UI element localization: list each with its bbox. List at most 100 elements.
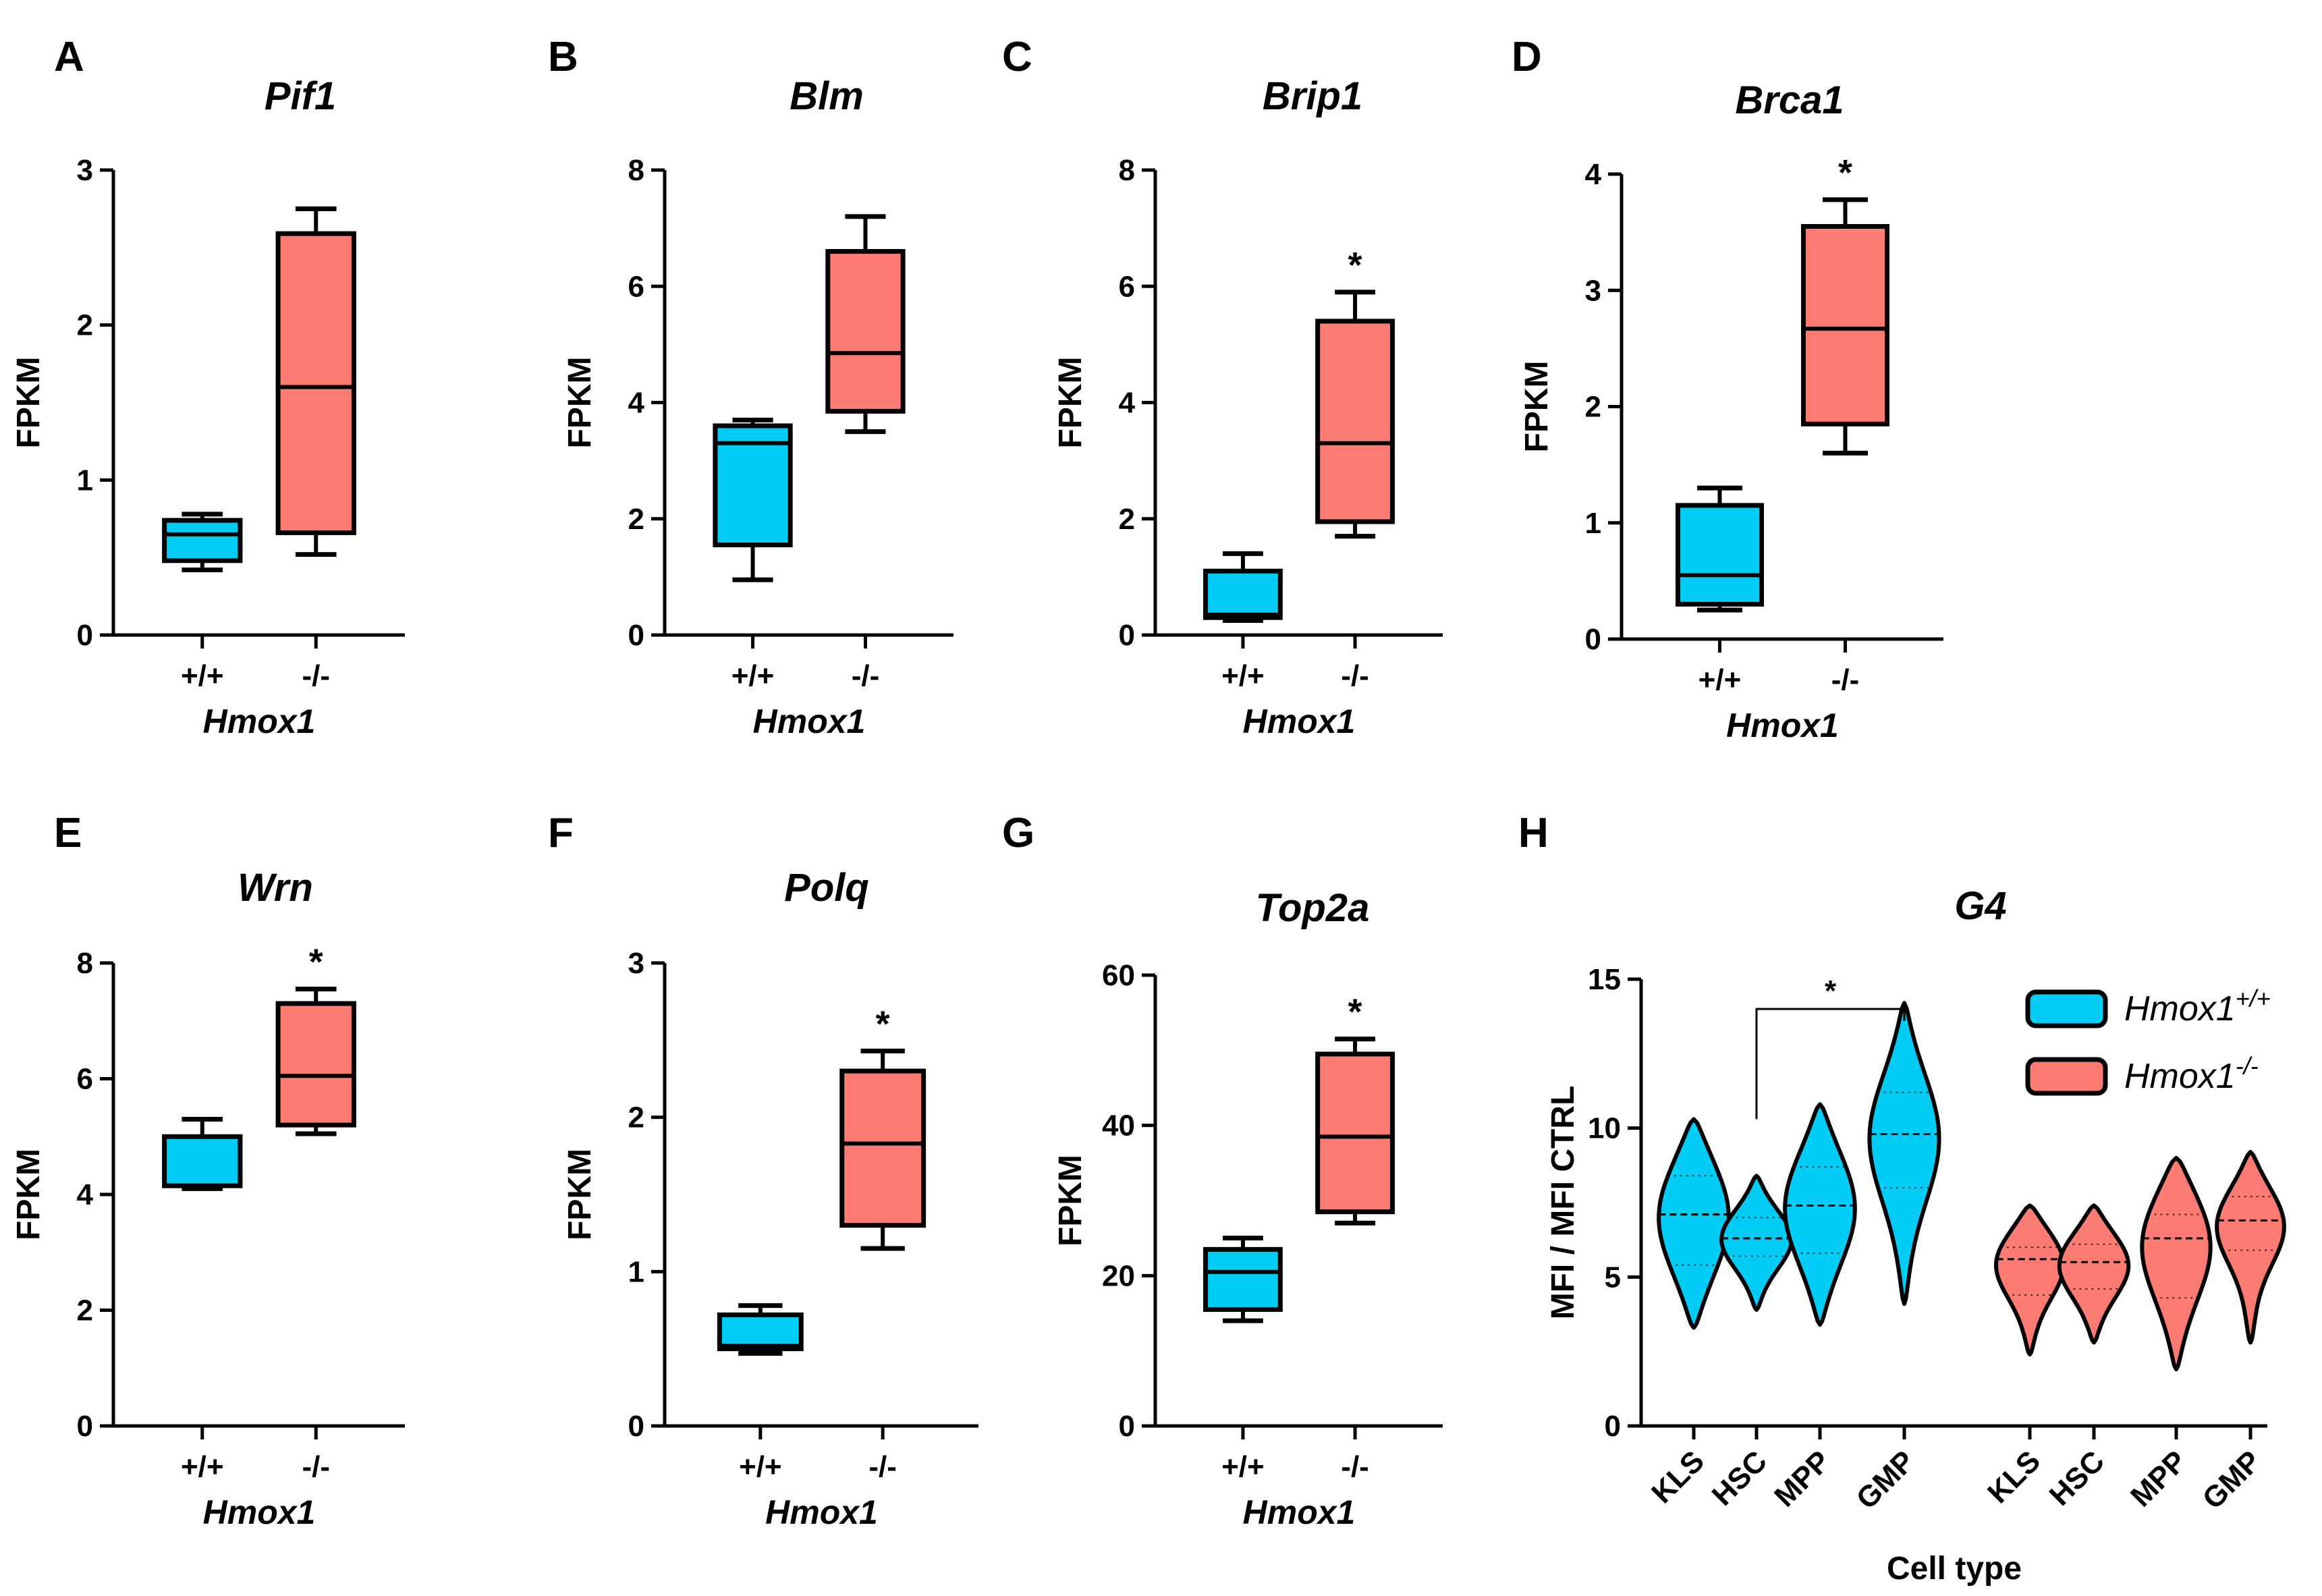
panel-letter: E bbox=[54, 810, 82, 856]
box-iqr bbox=[1315, 1051, 1395, 1215]
y-tick-label: 2 bbox=[1119, 503, 1135, 536]
violin-ko-hsc bbox=[2057, 1203, 2131, 1345]
y-tick-label: 20 bbox=[1102, 1259, 1135, 1292]
panel-c: C Brip1 0 2 4 6 8 FPKM +/+ -/- * Hmox1 bbox=[1002, 34, 1443, 740]
box-iqr bbox=[162, 1134, 243, 1188]
y-axis-label: FPKM bbox=[11, 1149, 47, 1240]
x-tick-label: MPP bbox=[1768, 1444, 1837, 1513]
y-tick-label: 2 bbox=[1585, 391, 1601, 424]
violin-body bbox=[1867, 1001, 1941, 1306]
x-axis-label: Hmox1 bbox=[753, 703, 866, 740]
x-axis-label: Hmox1 bbox=[1243, 703, 1356, 740]
significance-star: * bbox=[876, 1003, 890, 1044]
violin-ko-mpp bbox=[2140, 1155, 2213, 1372]
box-iqr bbox=[275, 231, 356, 535]
legend-swatch bbox=[2025, 989, 2108, 1028]
box-iqr bbox=[1675, 503, 1764, 607]
y-tick-label: 6 bbox=[77, 1063, 93, 1096]
box-wt bbox=[713, 417, 793, 582]
panel-g: G Top2a 0 20 40 60 FPKM +/+ -/- * Hmox1 bbox=[1002, 810, 1443, 1531]
x-tick-label: -/- bbox=[852, 659, 880, 692]
panel-d: D Brca1 0 1 2 3 4 FPKM +/+ -/- * Hmox1 bbox=[1512, 34, 1943, 744]
panel-f: F Polq 0 1 2 3 FPKM +/+ -/- * Hmox1 bbox=[548, 810, 978, 1531]
y-axis-label: FPKM bbox=[1519, 361, 1555, 453]
x-tick-label: +/+ bbox=[731, 659, 775, 692]
box-ko bbox=[1315, 1037, 1395, 1226]
chart-title: Blm bbox=[790, 74, 864, 118]
violin-body bbox=[1719, 1174, 1794, 1312]
y-tick-label: 1 bbox=[628, 1255, 644, 1288]
x-tick-label: -/- bbox=[302, 1450, 330, 1483]
x-tick-label: GMP bbox=[1850, 1444, 1922, 1516]
box-wt bbox=[162, 512, 243, 573]
violin-wt-hsc bbox=[1719, 1174, 1794, 1312]
panel-a: A Pif1 0 1 2 3 FPKM +/+ -/- Hmox1 bbox=[11, 34, 405, 740]
violin-body bbox=[2215, 1150, 2286, 1345]
y-tick-label: 0 bbox=[77, 619, 93, 652]
violin-body bbox=[2057, 1203, 2131, 1345]
legend-swatch bbox=[2025, 1057, 2108, 1096]
x-axis-label: Hmox1 bbox=[1243, 1493, 1356, 1531]
x-tick-label: KLS bbox=[1645, 1444, 1711, 1510]
y-tick-label: 2 bbox=[628, 1101, 644, 1134]
y-tick-label: 8 bbox=[1119, 154, 1135, 187]
y-tick-label: 4 bbox=[1119, 387, 1136, 420]
y-tick-label: 15 bbox=[1588, 963, 1621, 996]
violin-wt-kls bbox=[1657, 1117, 1731, 1330]
box-wt bbox=[1203, 1236, 1283, 1323]
y-tick-label: 3 bbox=[77, 154, 93, 187]
y-axis-label: FPKM bbox=[1053, 357, 1088, 449]
box-iqr bbox=[713, 423, 793, 548]
x-tick-label: -/- bbox=[1341, 1450, 1369, 1483]
y-axis-label: FPKM bbox=[1053, 1155, 1088, 1246]
x-tick-label: -/- bbox=[868, 1450, 897, 1483]
panel-letter: G bbox=[1002, 810, 1034, 856]
violin-body bbox=[1657, 1117, 1731, 1330]
violin-wt-mpp bbox=[1783, 1102, 1857, 1327]
panel-letter: H bbox=[1518, 810, 1549, 856]
y-tick-label: 4 bbox=[628, 387, 645, 420]
x-tick-label: HSC bbox=[1706, 1444, 1773, 1512]
x-tick-label: +/+ bbox=[1221, 1450, 1265, 1483]
x-tick-label: +/+ bbox=[739, 1450, 782, 1483]
violin-ko-kls bbox=[1994, 1203, 2066, 1357]
panel-letter: C bbox=[1002, 34, 1032, 80]
x-tick-label: GMP bbox=[2196, 1444, 2268, 1516]
significance-star: * bbox=[1348, 245, 1362, 285]
y-tick-label: 2 bbox=[77, 309, 93, 342]
significance-star: * bbox=[1838, 153, 1852, 193]
panel-letter: B bbox=[548, 34, 578, 80]
y-tick-label: 10 bbox=[1588, 1112, 1621, 1145]
box-ko bbox=[275, 206, 356, 557]
y-tick-label: 2 bbox=[77, 1294, 93, 1327]
y-tick-label: 6 bbox=[628, 270, 644, 303]
x-axis-label: Hmox1 bbox=[1726, 707, 1839, 744]
x-tick-label: +/+ bbox=[1221, 659, 1265, 692]
violin-body bbox=[1783, 1102, 1857, 1327]
x-axis-label: Hmox1 bbox=[203, 703, 316, 740]
violin-body bbox=[1994, 1203, 2066, 1357]
violin-wt-gmp bbox=[1867, 1001, 1941, 1306]
x-tick-label: KLS bbox=[1981, 1444, 2047, 1510]
panel-b: B Blm 0 2 4 6 8 FPKM +/+ -/- Hmox1 bbox=[548, 34, 953, 740]
y-tick-label: 3 bbox=[1585, 274, 1601, 307]
y-tick-label: 3 bbox=[628, 947, 644, 980]
violin-ko-gmp bbox=[2215, 1150, 2286, 1345]
panel-e: E Wrn 0 2 4 6 8 FPKM +/+ -/- * Hmox1 bbox=[11, 810, 405, 1531]
x-axis-label: Hmox1 bbox=[203, 1493, 316, 1531]
violin-body bbox=[2140, 1155, 2213, 1372]
chart-title: Brca1 bbox=[1735, 78, 1844, 122]
panel-letter: F bbox=[548, 810, 574, 856]
legend-label: Hmox1-/- bbox=[2124, 1052, 2259, 1096]
chart-title: G4 bbox=[1954, 884, 2006, 928]
box-iqr bbox=[1315, 319, 1395, 524]
y-tick-label: 6 bbox=[1119, 270, 1135, 303]
box-wt bbox=[1203, 551, 1283, 623]
y-axis-label: MFI / MFI CTRL bbox=[1545, 1086, 1581, 1320]
y-tick-label: 60 bbox=[1102, 959, 1135, 992]
panel-letter: A bbox=[54, 34, 84, 80]
chart-title: Top2a bbox=[1256, 886, 1370, 930]
box-ko bbox=[1315, 290, 1395, 539]
x-axis-label: Cell type bbox=[1887, 1551, 2022, 1587]
